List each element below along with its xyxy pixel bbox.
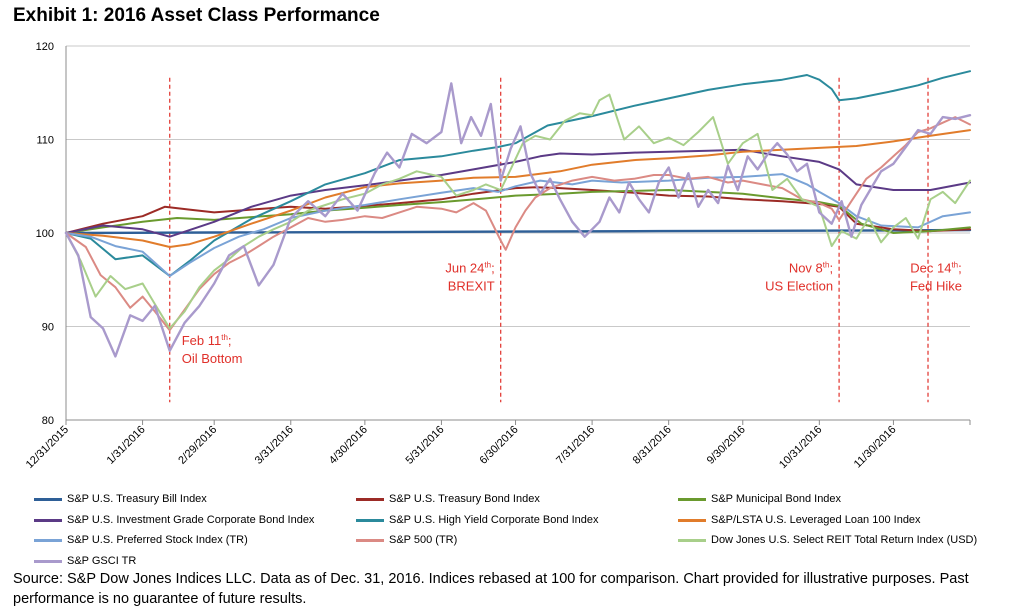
legend-swatch xyxy=(356,518,384,522)
legend-swatch xyxy=(34,498,62,501)
event-label-detail: US Election xyxy=(765,278,833,293)
legend-swatch xyxy=(34,559,62,563)
x-tick-label: 10/31/2016 xyxy=(777,424,824,471)
source-footnote: Source: S&P Dow Jones Indices LLC. Data … xyxy=(13,571,969,607)
series-line xyxy=(65,129,971,248)
legend-swatch xyxy=(34,518,62,522)
legend-label: S&P U.S. High Yield Corporate Bond Index xyxy=(389,513,599,526)
series-line xyxy=(65,70,971,277)
series-line xyxy=(65,173,971,277)
event-label: Nov 8th; xyxy=(789,260,833,275)
x-tick-label: 1/31/2016 xyxy=(105,424,148,467)
legend-label: Dow Jones U.S. Select REIT Total Return … xyxy=(711,534,978,546)
legend-label: S&P U.S. Investment Grade Corporate Bond… xyxy=(67,513,315,526)
legend-label: S&P U.S. Treasury Bond Index xyxy=(389,493,540,505)
line-chart: 80 90 100 110 120 12/31/2015 1/31/2016 2/29/20… xyxy=(24,41,972,471)
y-tick-label: 110 xyxy=(36,135,54,147)
legend-swatch xyxy=(678,498,706,501)
series-line xyxy=(64,82,972,358)
legend-swatch xyxy=(678,518,706,522)
x-tick-label: 7/31/2016 xyxy=(554,424,597,467)
x-tick-label: 12/31/2015 xyxy=(24,424,71,471)
y-tick-label: 90 xyxy=(42,322,54,334)
series-line xyxy=(65,186,971,234)
x-tick-label: 8/31/2016 xyxy=(631,424,674,467)
legend-label: S&P/LSTA U.S. Leveraged Loan 100 Index xyxy=(711,513,921,526)
event-label: Jun 24th; xyxy=(445,260,494,275)
x-tick-label: 2/29/2016 xyxy=(176,424,219,467)
x-tick-label: 3/31/2016 xyxy=(253,424,296,467)
legend-swatch xyxy=(678,539,706,542)
legend-label: S&P Municipal Bond Index xyxy=(711,493,842,505)
x-tick-label: 4/30/2016 xyxy=(327,424,370,467)
event-label: Dec 14th; xyxy=(910,260,962,275)
x-axis: 12/31/2015 1/31/2016 2/29/2016 3/31/2016 4/3… xyxy=(24,419,971,471)
page-title: Exhibit 1: 2016 Asset Class Performance xyxy=(13,5,380,26)
data-series xyxy=(64,70,972,358)
legend-label: S&P GSCI TR xyxy=(67,554,137,567)
x-tick-label: 9/30/2016 xyxy=(705,424,748,467)
legend-swatch xyxy=(356,539,384,542)
x-tick-label: 5/31/2016 xyxy=(403,424,446,467)
event-annotation-labels: Feb 11th; Oil Bottom Jun 24th; BREXIT Nov 8t… xyxy=(182,260,962,366)
legend-label: S&P 500 (TR) xyxy=(389,534,458,546)
legend-swatch xyxy=(34,539,62,542)
series-line xyxy=(65,116,971,332)
y-tick-label: 120 xyxy=(36,41,54,53)
legend-swatch xyxy=(356,498,384,501)
event-label-detail: Fed Hike xyxy=(910,278,962,293)
series-line xyxy=(64,228,972,235)
y-axis: 80 90 100 110 120 xyxy=(36,41,67,427)
y-tick-label: 100 xyxy=(36,228,54,240)
series-line xyxy=(65,148,971,238)
x-tick-label: 6/30/2016 xyxy=(478,424,521,467)
y-tick-label: 80 xyxy=(42,415,54,427)
event-label: Feb 11th; xyxy=(182,333,232,348)
event-label-detail: BREXIT xyxy=(448,278,495,293)
legend-label: S&P U.S. Preferred Stock Index (TR) xyxy=(67,534,248,546)
event-label-detail: Oil Bottom xyxy=(182,351,243,366)
series-line xyxy=(65,93,971,330)
x-tick-label: 11/30/2016 xyxy=(852,424,899,471)
legend-label: S&P U.S. Treasury Bill Index xyxy=(67,493,207,505)
